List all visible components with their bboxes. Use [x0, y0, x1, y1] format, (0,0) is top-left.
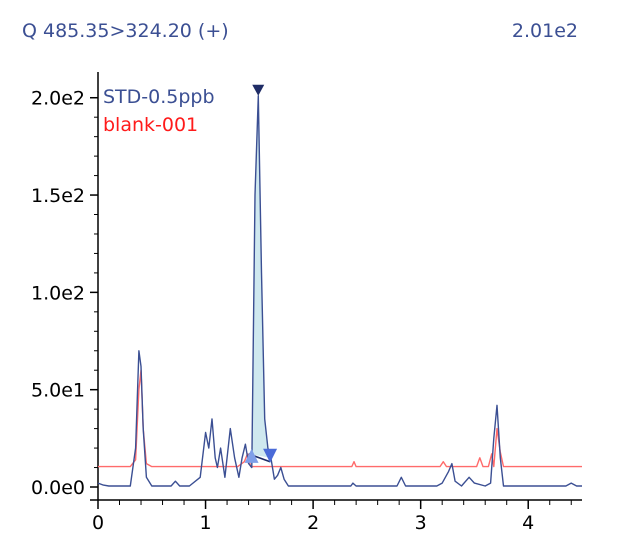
legend-label-blank: blank-001: [103, 114, 198, 136]
max-intensity-label: 2.01e2: [511, 20, 578, 42]
series-blank-line: [98, 369, 582, 468]
peak-end-marker: [263, 448, 278, 463]
legend: STD-0.5ppb blank-001: [103, 86, 215, 136]
series-std-line: [97, 95, 582, 487]
legend-label-std: STD-0.5ppb: [103, 86, 215, 108]
y-tick-label: 1.5e2: [31, 185, 85, 207]
y-tick-label: 2.0e2: [31, 88, 85, 110]
axes: 0.0e0 5.0e1 1.0e2 1.5e2 2.0e2 0 1 2 3 4: [31, 72, 582, 534]
series-layer: [97, 95, 582, 487]
peak-apex-marker: [252, 84, 265, 96]
x-tick-label: 0: [92, 512, 104, 534]
x-tick-label: 3: [415, 512, 427, 534]
y-tick-label: 0.0e0: [31, 477, 85, 499]
x-tick-label: 4: [522, 512, 534, 534]
y-tick-label: 5.0e1: [31, 380, 85, 402]
peak-marker-layer: [244, 84, 278, 463]
x-tick-label: 2: [307, 512, 319, 534]
integrated-peak-area: [248, 95, 271, 468]
peak-start-marker: [244, 448, 259, 463]
x-tick-label: 1: [200, 512, 212, 534]
transition-label: Q 485.35>324.20 (+): [22, 20, 229, 42]
y-tick-label: 1.0e2: [31, 282, 85, 304]
peak-fill-layer: [248, 95, 271, 468]
